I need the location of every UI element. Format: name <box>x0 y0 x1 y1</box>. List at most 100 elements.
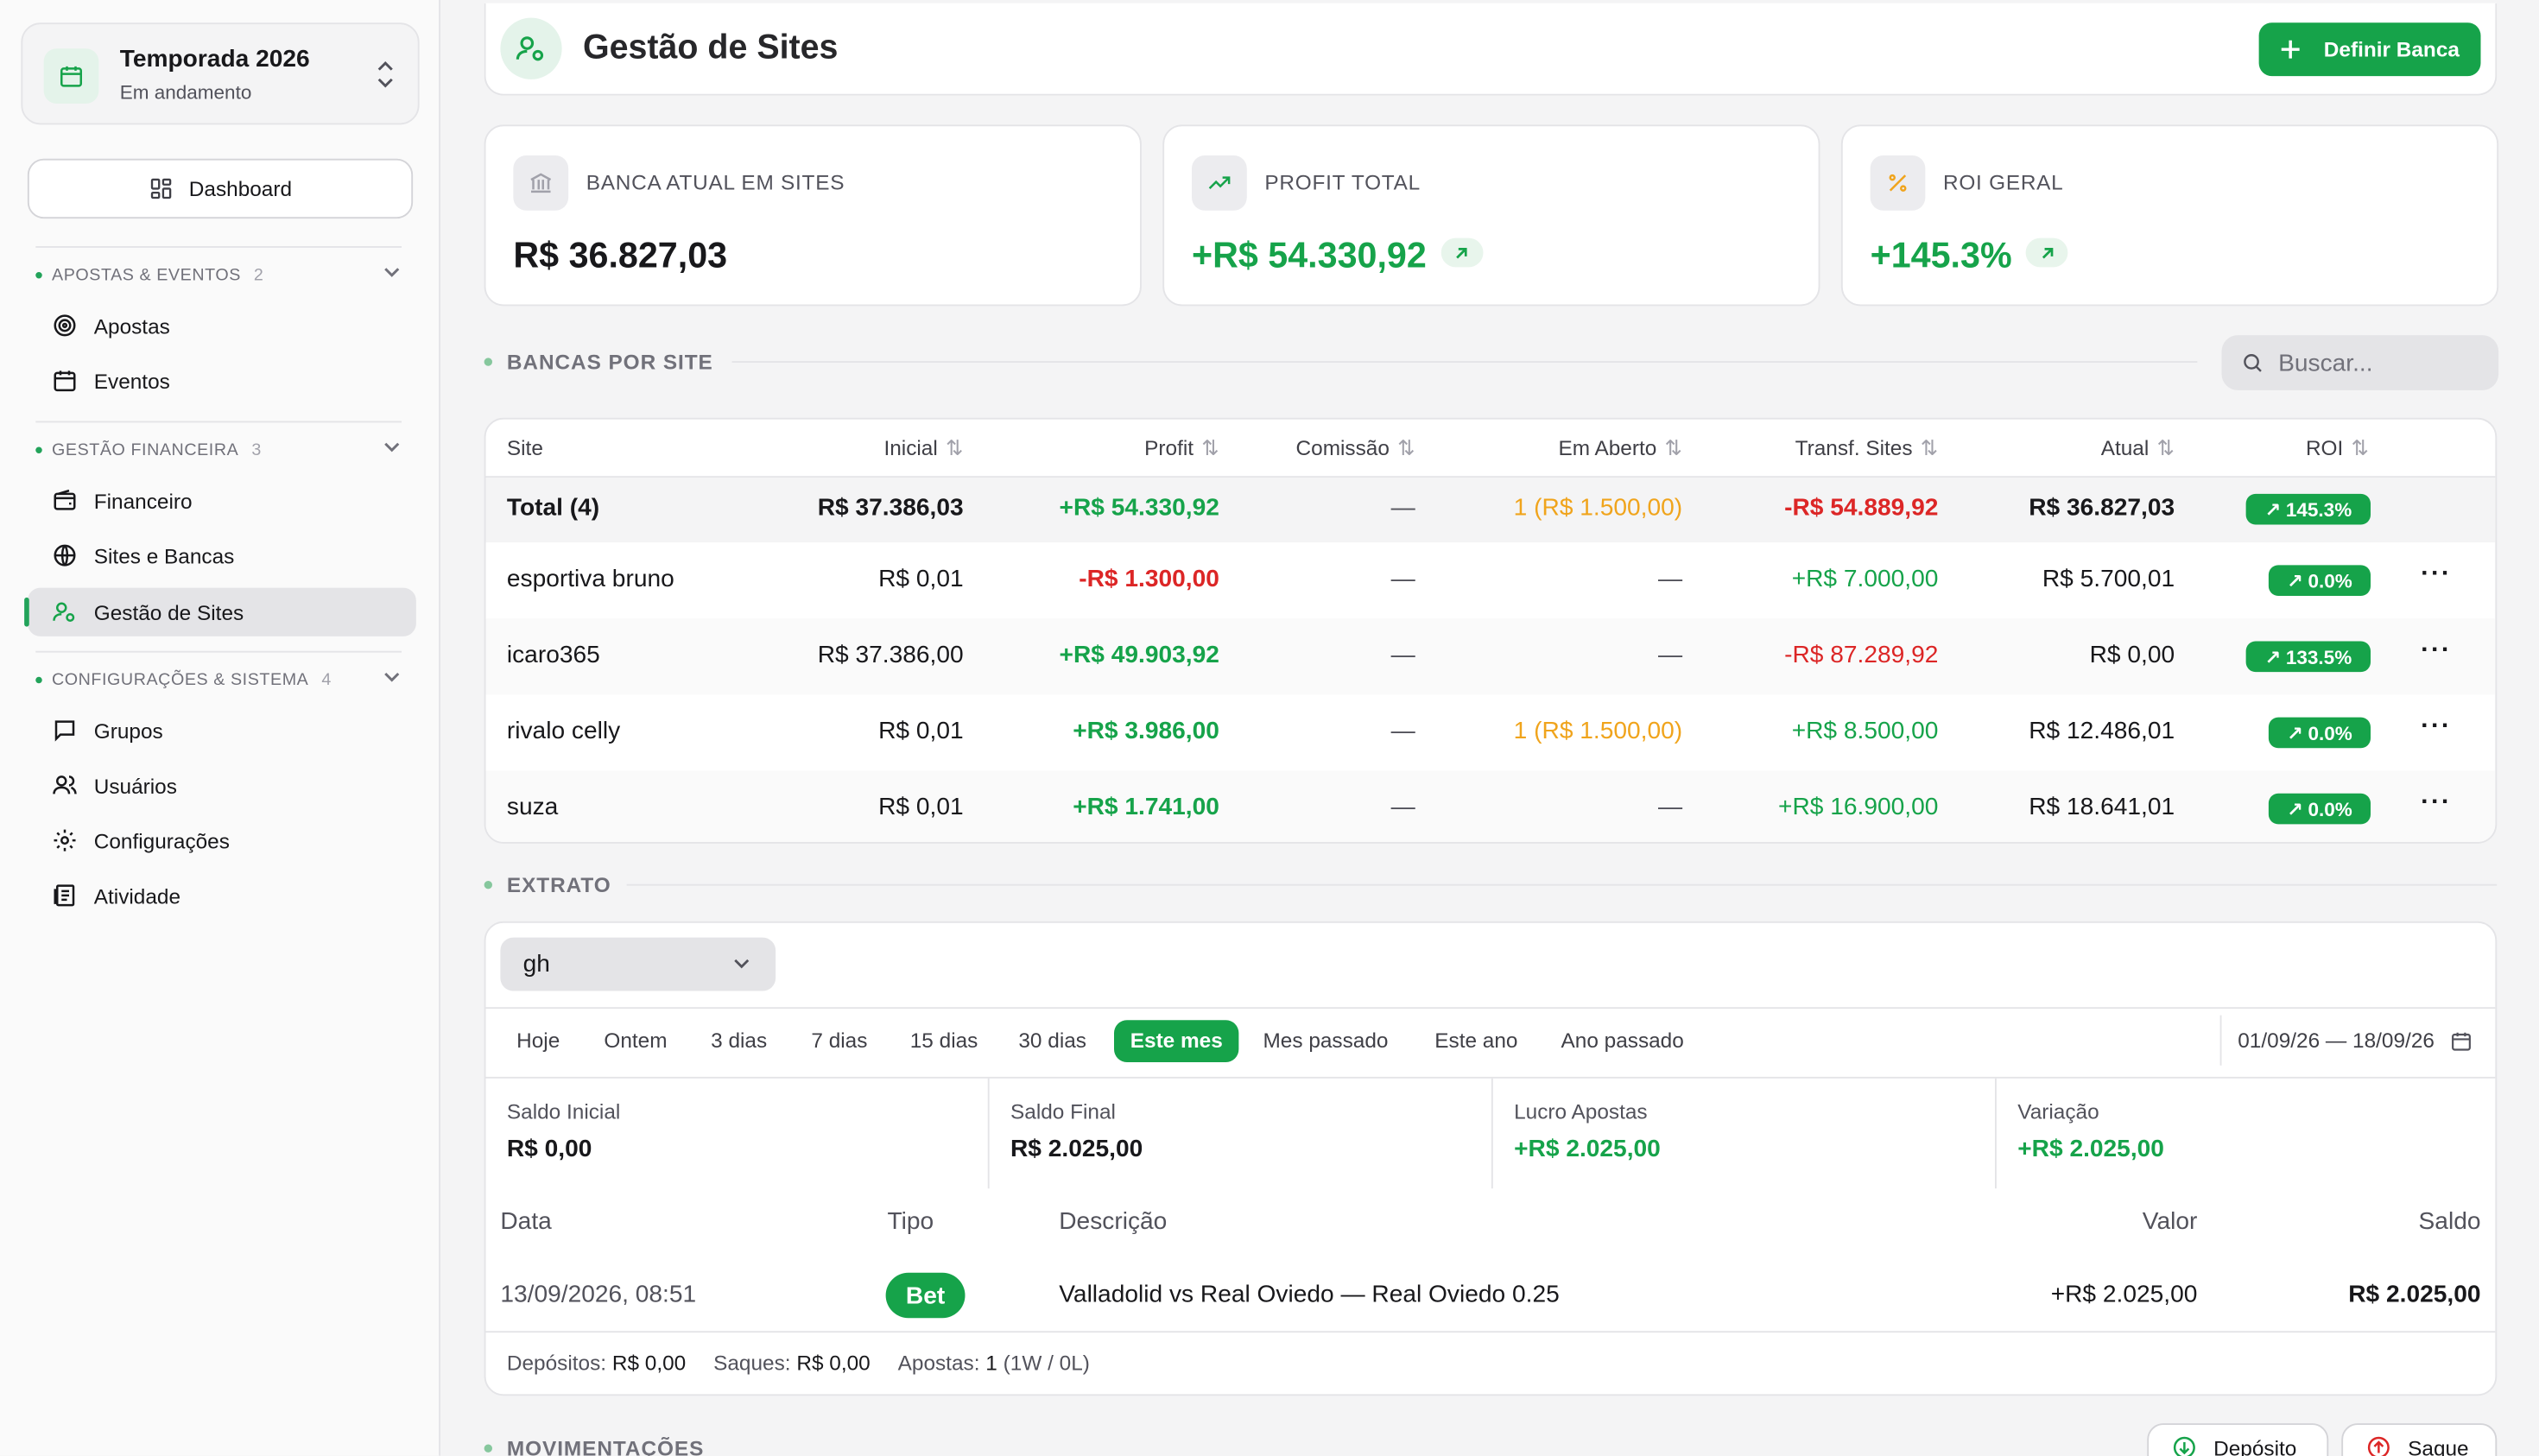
wallet-icon <box>54 489 76 510</box>
date-range-picker[interactable]: 01/09/26 — 18/09/26 <box>2219 1015 2473 1066</box>
search-placeholder: Buscar... <box>2278 349 2373 377</box>
definir-banca-button[interactable]: Definir Banca <box>2258 22 2481 77</box>
sidebar-item-label: Grupos <box>93 718 163 743</box>
tab-este-ano[interactable]: Este ano <box>1434 1028 1518 1053</box>
roi-badge: ↗ 145.3% <box>2245 493 2371 525</box>
section-configuracoes-sistema[interactable]: CONFIGURAÇÕES & SISTEMA 4 <box>35 670 402 690</box>
arrow-up-circle-icon <box>2367 1436 2390 1456</box>
sidebar: Temporada 2026 Em andamento Dashboard AP… <box>0 0 440 1456</box>
card-roi-geral: ROI GERAL +145.3% <box>1840 124 2499 307</box>
season-selector[interactable]: Temporada 2026 Em andamento <box>21 22 420 125</box>
roi-badge: ↗ 133.5% <box>2245 641 2371 673</box>
tab-7-dias[interactable]: 7 dias <box>811 1028 868 1053</box>
card-value: +145.3% <box>1870 234 2012 275</box>
col-header-site[interactable]: Site <box>506 435 543 460</box>
cell-transf: +R$ 8.500,00 <box>1791 717 1939 745</box>
sidebar-item-label: Apostas <box>93 313 170 338</box>
stat-variacao: Variação +R$ 2.025,00 <box>1997 1079 2496 1189</box>
calendar-icon <box>54 370 76 392</box>
cell-comissao: — <box>1390 793 1415 821</box>
roi-badge: ↗ 0.0% <box>2268 565 2371 596</box>
col-header-inicial[interactable]: Inicial ⇅ <box>883 420 963 477</box>
sidebar-item-label: Configurações <box>93 828 230 853</box>
col-header-em-aberto[interactable]: Em Aberto ⇅ <box>1558 420 1682 477</box>
footer-apostas: Apostas: 1 (1W / 0L) <box>897 1350 1090 1375</box>
bancas-table: Site Inicial ⇅ Profit ⇅ Comissão ⇅ Em Abert… <box>484 417 2498 844</box>
more-icon[interactable]: ··· <box>2421 636 2452 664</box>
cell-inicial: R$ 0,01 <box>878 717 964 745</box>
cell-em-aberto: — <box>1658 641 1683 669</box>
divider <box>35 421 402 423</box>
tab-mes-passado[interactable]: Mes passado <box>1263 1028 1389 1053</box>
dashboard-button[interactable]: Dashboard <box>27 158 414 219</box>
section-title-movimentacoes: MOVIMENTAÇÕES <box>484 1436 705 1456</box>
card-value: R$ 36.827,03 <box>513 234 728 275</box>
cell-atual: R$ 12.486,01 <box>2029 717 2175 745</box>
user-cog-icon <box>500 17 562 79</box>
col-header-profit[interactable]: Profit ⇅ <box>1144 420 1219 477</box>
section-label: BANCAS POR SITE <box>506 350 713 375</box>
section-title-extrato: EXTRATO <box>484 873 611 897</box>
page-header: Gestão de Sites Definir Banca <box>484 3 2498 96</box>
stat-label: Lucro Apostas <box>1514 1099 1648 1124</box>
message-icon <box>54 720 75 742</box>
stat-label: Saldo Inicial <box>506 1099 621 1124</box>
sidebar-item-sites-bancas[interactable]: Sites e Bancas <box>28 531 416 579</box>
col-header-atual[interactable]: Atual ⇅ <box>2101 420 2175 477</box>
percent-icon <box>1870 155 1926 211</box>
more-icon[interactable]: ··· <box>2421 560 2452 588</box>
cell-inicial: R$ 37.386,00 <box>817 641 964 669</box>
cell-comissao: — <box>1390 717 1415 745</box>
more-icon[interactable]: ··· <box>2421 712 2452 740</box>
footer-saques: Saques: R$ 0,00 <box>713 1350 871 1375</box>
col-header-comissao[interactable]: Comissão ⇅ <box>1296 420 1415 477</box>
calendar-icon <box>2452 1031 2472 1050</box>
cell-site: esportiva bruno <box>506 565 674 593</box>
section-apostas-eventos[interactable]: APOSTAS & EVENTOS 2 <box>35 266 402 285</box>
chevron-down-icon <box>384 268 400 277</box>
sidebar-item-eventos[interactable]: Eventos <box>28 357 416 405</box>
section-gestao-financeira[interactable]: GESTÃO FINANCEIRA 3 <box>35 440 402 460</box>
cell-profit: -R$ 1.300,00 <box>1079 565 1219 593</box>
tab-3-dias[interactable]: 3 dias <box>711 1028 768 1053</box>
col-header-roi[interactable]: ROI ⇅ <box>2306 420 2369 477</box>
tab-este-mes[interactable]: Este mes <box>1114 1020 1239 1062</box>
sidebar-item-financeiro[interactable]: Financeiro <box>28 476 416 524</box>
sidebar-item-atividade[interactable]: Atividade <box>28 871 416 920</box>
stat-saldo-final: Saldo Final R$ 2.025,00 <box>990 1078 1493 1189</box>
more-icon[interactable]: ··· <box>2421 788 2452 816</box>
sort-icon: ⇅ <box>2351 435 2370 460</box>
cell-em-aberto: 1 (R$ 1.500,00) <box>1513 717 1683 745</box>
sidebar-item-grupos[interactable]: Grupos <box>28 706 416 755</box>
stat-lucro-apostas: Lucro Apostas +R$ 2.025,00 <box>1493 1078 1997 1189</box>
sidebar-item-gestao-sites[interactable]: Gestão de Sites <box>24 587 416 636</box>
card-label: PROFIT TOTAL <box>1264 169 1421 194</box>
table-row: suza R$ 0,01 +R$ 1.741,00 — — +R$ 16.900… <box>485 770 2496 842</box>
search-input[interactable]: Buscar... <box>2221 335 2499 390</box>
col-header-transf[interactable]: Transf. Sites ⇅ <box>1795 420 1939 477</box>
sidebar-item-configuracoes[interactable]: Configurações <box>28 816 416 864</box>
globe-icon <box>54 544 76 567</box>
saque-button[interactable]: Saque <box>2341 1423 2498 1456</box>
user-cog-icon <box>53 602 75 622</box>
search-icon <box>2244 354 2262 372</box>
tab-ontem[interactable]: Ontem <box>604 1028 668 1053</box>
tab-30-dias[interactable]: 30 dias <box>1018 1028 1086 1053</box>
deposito-button[interactable]: Depósito <box>2147 1423 2329 1456</box>
tab-hoje[interactable]: Hoje <box>516 1028 560 1053</box>
entry-data: 13/09/2026, 08:51 <box>500 1281 697 1308</box>
main-content: Gestão de Sites Definir Banca BANCA ATUA… <box>440 0 2539 1456</box>
tab-15-dias[interactable]: 15 dias <box>909 1028 978 1053</box>
section-label: EXTRATO <box>506 872 611 897</box>
col-header-data: Data <box>500 1207 552 1236</box>
site-select[interactable]: gh <box>500 937 776 991</box>
tab-ano-passado[interactable]: Ano passado <box>1561 1028 1684 1053</box>
chevron-down-icon <box>734 959 750 969</box>
col-header-saldo: Saldo <box>2418 1207 2481 1236</box>
sidebar-item-usuarios[interactable]: Usuários <box>28 761 416 809</box>
sidebar-item-apostas[interactable]: Apostas <box>28 301 416 350</box>
chevron-down-icon <box>384 672 400 682</box>
season-title: Temporada 2026 <box>119 45 310 73</box>
season-status: Em andamento <box>119 80 252 104</box>
stat-value: +R$ 2.025,00 <box>2017 1135 2164 1163</box>
